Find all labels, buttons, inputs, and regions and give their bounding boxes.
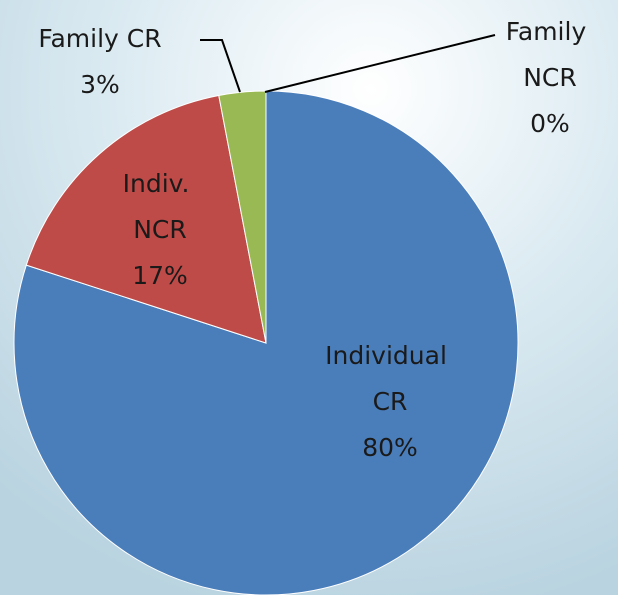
- value-label: 0%: [530, 109, 570, 138]
- category-label: Individual CR: [325, 341, 455, 416]
- leader-line: [200, 39, 241, 93]
- pie-slice: [25, 94, 267, 344]
- category-label: Family NCR: [506, 17, 594, 92]
- leader-line: [264, 34, 496, 93]
- category-label: Family CR: [38, 24, 161, 53]
- value-label: 3%: [80, 70, 120, 99]
- value-label: 80%: [362, 433, 418, 462]
- value-label: 17%: [132, 261, 188, 290]
- category-label: Indiv. NCR: [123, 169, 198, 244]
